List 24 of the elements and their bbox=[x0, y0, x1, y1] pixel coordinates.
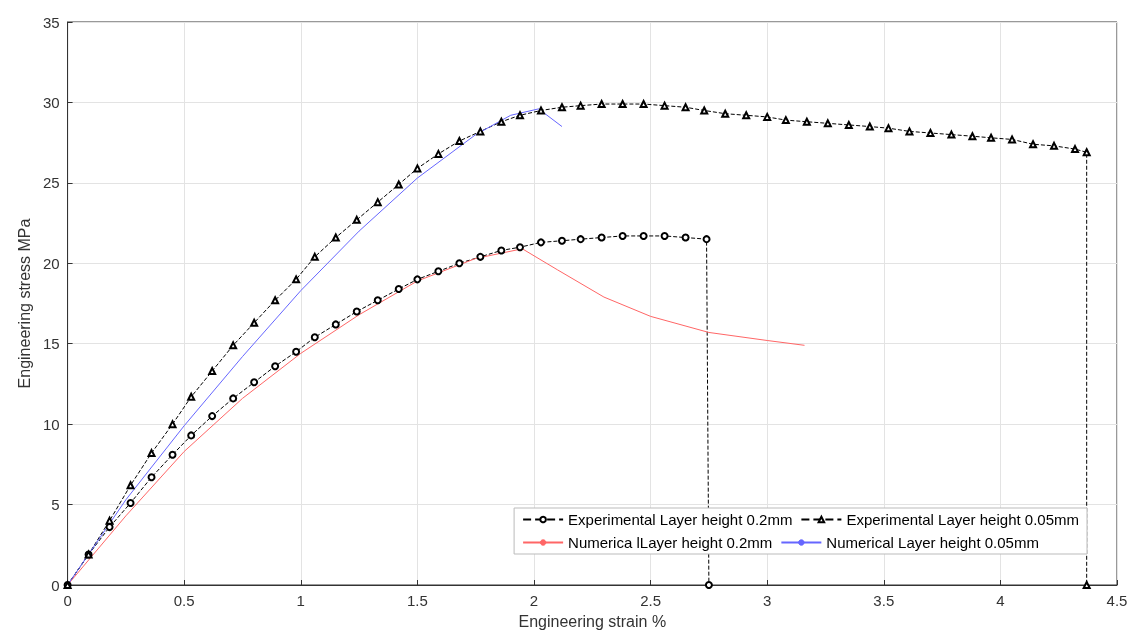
x-tick-label: 3 bbox=[763, 592, 772, 609]
legend-label: Experimental Layer height 0.05mm bbox=[846, 511, 1080, 528]
x-tick-label: 0 bbox=[63, 592, 72, 609]
y-tick-label: 0 bbox=[51, 576, 60, 594]
y-tick-label: 30 bbox=[42, 93, 60, 111]
y-tick-label: 10 bbox=[42, 415, 60, 433]
legend-label: Numerica lLayer height 0.2mm bbox=[568, 534, 773, 551]
y-tick-label: 20 bbox=[42, 254, 60, 272]
x-tick-label: 4 bbox=[996, 592, 1005, 609]
x-tick-label: 1 bbox=[296, 592, 305, 609]
y-tick-label: 25 bbox=[42, 174, 60, 192]
y-tick-label: 15 bbox=[42, 335, 60, 353]
x-tick-label: 2 bbox=[529, 592, 539, 609]
legend-label: Experimental Layer height 0.2mm bbox=[568, 511, 793, 528]
x-tick-label: 0.5 bbox=[173, 592, 195, 609]
x-tick-label: 1.5 bbox=[406, 592, 428, 609]
legend-label: Numerical Layer height 0.05mm bbox=[826, 534, 1039, 551]
x-tick-label: 4.5 bbox=[1106, 592, 1128, 609]
y-axis-title: Engineering stress MPa bbox=[15, 218, 33, 389]
y-tick-label: 35 bbox=[42, 13, 60, 31]
x-tick-label: 3.5 bbox=[873, 592, 895, 609]
x-axis-title: Engineering strain % bbox=[518, 612, 667, 630]
y-tick-label: 5 bbox=[51, 496, 60, 514]
x-tick-label: 2.5 bbox=[640, 592, 662, 609]
